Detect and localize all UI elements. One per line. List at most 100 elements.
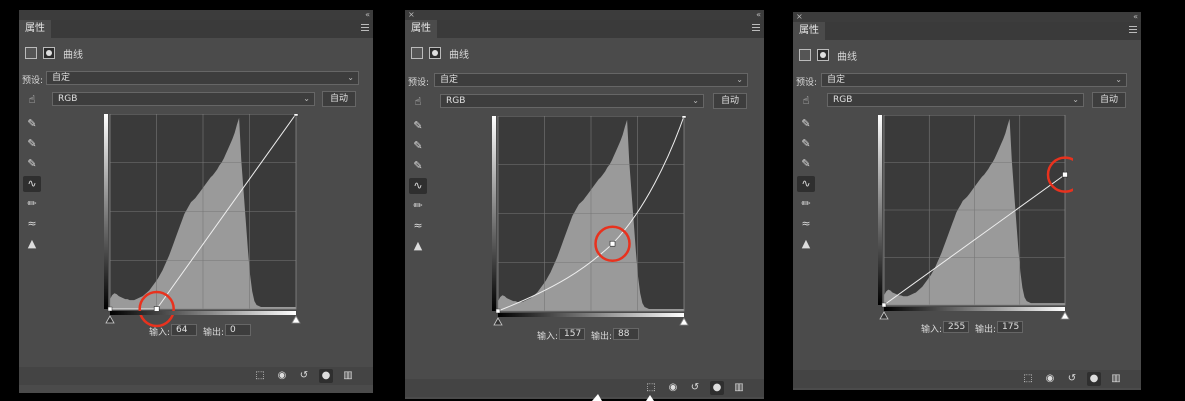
view-previous-icon[interactable]: ◉ — [668, 382, 678, 393]
tone-curve — [883, 174, 1066, 306]
pencil-icon[interactable]: ✏ — [413, 199, 423, 212]
curve-edit-icon[interactable]: ∿ — [797, 176, 815, 192]
layer-mask-icon[interactable] — [817, 49, 829, 61]
visibility-eye-icon[interactable]: ● — [1087, 372, 1101, 386]
curves-graph-svg — [492, 113, 689, 326]
curve-edit-icon[interactable]: ∿ — [23, 176, 41, 192]
delete-trash-icon[interactable]: ▥ — [343, 370, 353, 381]
clipping-warning-icon[interactable]: ▲ — [413, 239, 423, 252]
curves-graph[interactable] — [492, 113, 692, 331]
clip-to-layer-icon[interactable]: ⬚ — [255, 370, 265, 381]
curves-graph[interactable] — [878, 114, 1084, 325]
curve-endpoint — [881, 302, 887, 308]
tab-properties[interactable]: 属性 — [19, 20, 51, 38]
curves-graph-svg — [878, 114, 1084, 320]
input-field[interactable]: 64 — [171, 324, 197, 336]
chevron-down-icon: ⌄ — [1072, 95, 1079, 104]
panel-bottom-bar: ⬚ ◉ ↺ ● ▥ — [19, 367, 373, 385]
output-field[interactable]: 0 — [225, 324, 251, 336]
clip-to-layer-icon[interactable]: ⬚ — [646, 382, 656, 393]
auto-button[interactable]: 自动 — [322, 91, 356, 107]
panel-titlebar: 属性 — [405, 20, 764, 38]
preset-select[interactable]: 自定 ⌄ — [821, 73, 1127, 87]
auto-button[interactable]: 自动 — [1092, 92, 1126, 108]
eyedropper-gray-icon[interactable]: ✎ — [27, 137, 37, 150]
eyedropper-black-icon[interactable]: ✎ — [801, 117, 811, 130]
chevron-down-icon: ⌄ — [303, 94, 310, 103]
view-previous-icon[interactable]: ◉ — [277, 370, 287, 381]
smooth-icon[interactable]: ≈ — [413, 219, 423, 232]
eyedropper-white-icon[interactable]: ✎ — [801, 157, 811, 170]
channel-select[interactable]: RGB ⌄ — [52, 92, 315, 106]
collapse-icon[interactable]: « — [365, 10, 370, 19]
input-field[interactable]: 255 — [943, 321, 969, 333]
highlight-circle — [138, 290, 175, 328]
panel-bottom-bar: ⬚ ◉ ↺ ● ▥ — [405, 379, 764, 397]
preset-select[interactable]: 自定 ⌄ — [46, 71, 359, 85]
output-gradient-bar — [878, 115, 882, 305]
panel-menu-icon[interactable] — [752, 24, 760, 32]
visibility-eye-icon[interactable]: ● — [710, 381, 724, 395]
eyedropper-black-icon[interactable]: ✎ — [27, 117, 37, 130]
target-adjustment-hand-icon[interactable]: ☝ — [802, 94, 810, 107]
layer-mask-icon[interactable] — [43, 47, 55, 59]
panel-titlebar: 属性 — [793, 22, 1141, 40]
eyedropper-black-icon[interactable]: ✎ — [413, 119, 423, 132]
pencil-icon[interactable]: ✏ — [27, 197, 37, 210]
clipping-warning-icon[interactable]: ▲ — [27, 237, 37, 250]
smooth-icon[interactable]: ≈ — [27, 217, 37, 230]
eyedropper-white-icon[interactable]: ✎ — [413, 159, 423, 172]
target-adjustment-hand-icon[interactable]: ☝ — [28, 93, 36, 106]
curve-control-point — [153, 306, 160, 312]
input-field[interactable]: 157 — [559, 328, 585, 340]
graph-border — [109, 113, 297, 310]
input-label: 输入: — [921, 325, 943, 335]
preset-label: 预设: — [22, 76, 44, 86]
layer-mask-icon[interactable] — [429, 47, 441, 59]
close-icon[interactable]: × — [796, 12, 803, 21]
pencil-icon[interactable]: ✏ — [801, 197, 811, 210]
reset-icon[interactable]: ↺ — [299, 370, 309, 381]
output-field[interactable]: 175 — [997, 321, 1023, 333]
channel-value: RGB — [446, 96, 466, 106]
adjustment-type-name: 曲线 — [63, 50, 83, 61]
panel-menu-icon[interactable] — [1129, 26, 1137, 34]
view-previous-icon[interactable]: ◉ — [1045, 373, 1055, 384]
graph-border — [883, 114, 1066, 306]
reset-icon[interactable]: ↺ — [1067, 373, 1077, 384]
output-field[interactable]: 88 — [613, 328, 639, 340]
eyedropper-white-icon[interactable]: ✎ — [27, 157, 37, 170]
eyedropper-gray-icon[interactable]: ✎ — [801, 137, 811, 150]
adjustment-type-row: 曲线 — [19, 44, 373, 66]
input-gradient-bar — [110, 311, 296, 315]
tab-properties[interactable]: 属性 — [405, 20, 437, 38]
curves-graph[interactable] — [104, 111, 304, 329]
close-icon[interactable]: × — [408, 10, 415, 19]
delete-trash-icon[interactable]: ▥ — [1111, 373, 1121, 384]
curve-edit-icon[interactable]: ∿ — [409, 178, 427, 194]
clip-to-layer-icon[interactable]: ⬚ — [1023, 373, 1033, 384]
panel-menu-icon[interactable] — [361, 24, 369, 32]
visibility-eye-icon[interactable]: ● — [319, 369, 333, 383]
eyedropper-gray-icon[interactable]: ✎ — [413, 139, 423, 152]
smooth-icon[interactable]: ≈ — [801, 217, 811, 230]
input-output-row: 输入: 64 输出: 0 — [149, 324, 289, 338]
reset-icon[interactable]: ↺ — [690, 382, 700, 393]
delete-trash-icon[interactable]: ▥ — [734, 382, 744, 393]
chevron-down-icon: ⌄ — [692, 96, 699, 105]
target-adjustment-hand-icon[interactable]: ☝ — [414, 95, 422, 108]
channel-select[interactable]: RGB ⌄ — [827, 93, 1084, 107]
chevron-down-icon: ⌄ — [347, 73, 354, 82]
curves-adjustment-icon — [25, 47, 37, 59]
channel-select[interactable]: RGB ⌄ — [440, 94, 704, 108]
tab-properties[interactable]: 属性 — [793, 22, 825, 40]
auto-button[interactable]: 自动 — [713, 93, 747, 109]
collapse-icon[interactable]: « — [1133, 12, 1138, 21]
clipping-warning-icon[interactable]: ▲ — [801, 237, 811, 250]
curve-endpoint — [681, 113, 687, 119]
chevron-down-icon: ⌄ — [1115, 75, 1122, 84]
output-gradient-bar — [104, 114, 108, 309]
panel-top-strip: × « — [793, 12, 1141, 22]
preset-select[interactable]: 自定 ⌄ — [434, 73, 748, 87]
collapse-icon[interactable]: « — [756, 10, 761, 19]
